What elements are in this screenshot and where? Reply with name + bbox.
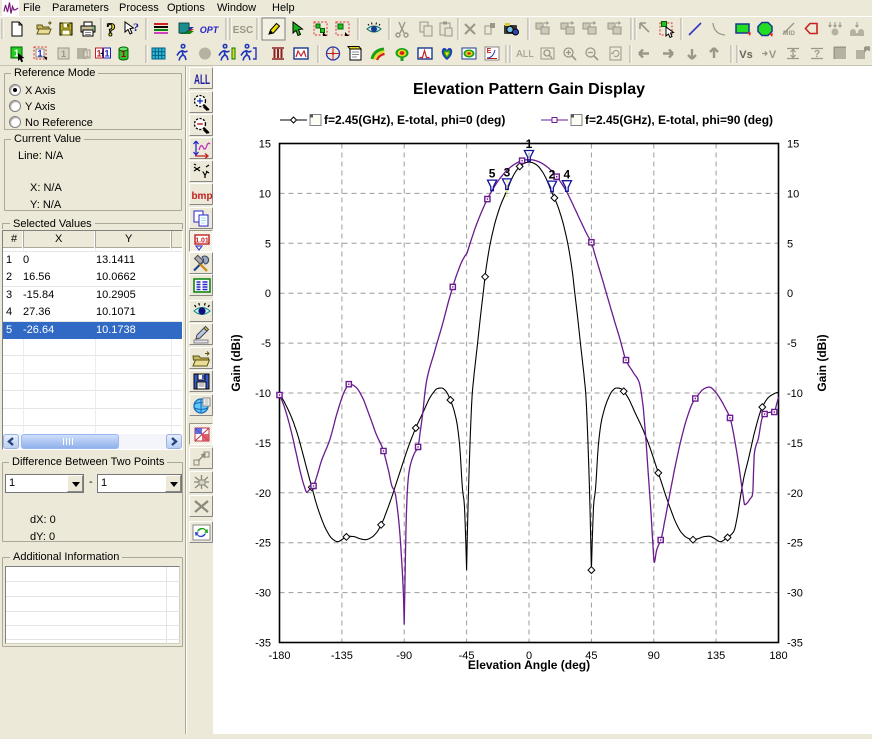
svg-text:-10: -10 <box>787 388 803 400</box>
svg-text:90: 90 <box>648 650 660 662</box>
svg-text:180: 180 <box>769 650 787 662</box>
svg-text:ALL: ALL <box>194 71 210 87</box>
svg-text:?: ? <box>133 20 139 34</box>
svg-text:V: V <box>769 49 777 61</box>
svg-text:0: 0 <box>265 288 271 300</box>
svg-text:1: 1 <box>61 49 66 59</box>
svg-text:Elevation Angle (deg): Elevation Angle (deg) <box>468 658 590 672</box>
svg-text:-5: -5 <box>261 338 271 350</box>
svg-text:1: 1 <box>37 49 42 59</box>
svg-text:1: 1 <box>85 50 90 59</box>
svg-text:1: 1 <box>121 49 126 59</box>
svg-text:-15: -15 <box>255 438 271 450</box>
svg-text:MID: MID <box>783 30 795 37</box>
svg-text:-90: -90 <box>396 650 412 662</box>
svg-text:2: 2 <box>549 168 556 182</box>
svg-text:1: 1 <box>104 49 109 59</box>
svg-text:-35: -35 <box>787 638 803 650</box>
svg-text:OPT: OPT <box>200 25 220 35</box>
svg-text:-20: -20 <box>255 488 271 500</box>
svg-text:?: ? <box>106 20 116 41</box>
svg-text:-10: -10 <box>255 388 271 400</box>
svg-text:Gain (dBi): Gain (dBi) <box>229 334 243 391</box>
svg-text:10: 10 <box>787 188 799 200</box>
svg-text:-30: -30 <box>787 588 803 600</box>
svg-text:ALL: ALL <box>516 49 534 60</box>
svg-text:-20: -20 <box>787 488 803 500</box>
svg-text:0: 0 <box>526 650 532 662</box>
svg-text:1: 1 <box>14 49 20 60</box>
svg-text:15: 15 <box>787 139 799 151</box>
svg-text:Gain (dBi): Gain (dBi) <box>815 334 829 391</box>
svg-text:45: 45 <box>585 650 597 662</box>
svg-text:5: 5 <box>787 238 793 250</box>
svg-text:0: 0 <box>787 288 793 300</box>
svg-text:f=2.45(GHz), E-total, phi=0 (d: f=2.45(GHz), E-total, phi=0 (deg) <box>324 113 505 127</box>
svg-text:Elevation Pattern Gain Display: Elevation Pattern Gain Display <box>413 81 645 98</box>
svg-text:bmp: bmp <box>191 191 212 202</box>
svg-text:135: 135 <box>707 650 725 662</box>
svg-text:-35: -35 <box>255 638 271 650</box>
svg-text:?: ? <box>814 49 820 60</box>
svg-text:ESC: ESC <box>233 25 254 36</box>
svg-text:4: 4 <box>564 167 571 181</box>
svg-text:-15: -15 <box>787 438 803 450</box>
svg-text:Y: Y <box>202 170 208 180</box>
svg-text:-135: -135 <box>331 650 353 662</box>
svg-text:-180: -180 <box>268 650 290 662</box>
svg-text:1: 1 <box>96 49 101 59</box>
svg-text:f=2.45(GHz), E-total, phi=90 (: f=2.45(GHz), E-total, phi=90 (deg) <box>585 113 773 127</box>
svg-text:3: 3 <box>504 166 511 180</box>
svg-text:-5: -5 <box>787 338 797 350</box>
svg-text:15: 15 <box>259 139 271 151</box>
svg-text:E: E <box>487 48 492 55</box>
svg-text:10: 10 <box>259 188 271 200</box>
svg-text:1: 1 <box>526 137 533 151</box>
svg-text:1.01: 1.01 <box>195 238 209 245</box>
svg-text:5: 5 <box>265 238 271 250</box>
svg-text:-30: -30 <box>255 588 271 600</box>
svg-text:5: 5 <box>489 167 496 181</box>
svg-text:Vs: Vs <box>739 49 752 61</box>
svg-text:-45: -45 <box>459 650 475 662</box>
svg-text:-25: -25 <box>255 538 271 550</box>
svg-text:-25: -25 <box>787 538 803 550</box>
